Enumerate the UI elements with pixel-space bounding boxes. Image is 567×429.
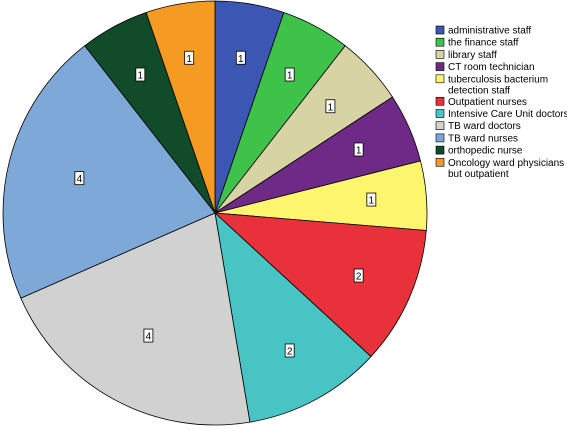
slice-value-label-box	[353, 142, 364, 157]
pie-data-labels: 1 1 1 1 1 2 2 4 4 1 1	[74, 50, 377, 358]
slice-value-label-8: 4	[143, 328, 154, 343]
slice-value-label-4: 1	[353, 142, 364, 157]
slice-value-label-box	[325, 99, 336, 114]
legend-item-3: library staff	[435, 50, 497, 61]
legend-label: TB ward nurses	[448, 133, 518, 144]
slice-value-label-text: 1	[356, 145, 362, 156]
pie-slice-7	[214, 211, 372, 423]
legend-swatch	[435, 37, 445, 47]
pie-slices	[2, 0, 428, 426]
legend-item-8: TB ward doctors	[435, 121, 521, 132]
slice-value-label-text: 1	[287, 71, 293, 82]
slice-value-label-6: 2	[353, 268, 364, 283]
legend-label: library staff	[448, 50, 497, 61]
slice-value-label-5: 1	[366, 192, 377, 207]
legend-swatch	[435, 25, 445, 35]
legend-item-2: the finance staff	[435, 37, 519, 49]
legend-label: tuberculosis bacterium	[448, 74, 548, 85]
pie-slice-6	[213, 212, 427, 358]
slice-value-label-box	[284, 343, 295, 358]
slice-value-label-text: 1	[328, 102, 334, 113]
slice-value-label-text: 2	[356, 272, 362, 283]
legend-label: orthopedic nurse	[448, 146, 523, 157]
slice-value-label-box	[74, 171, 85, 186]
slice-value-label-3: 1	[325, 99, 336, 114]
slice-value-label-9: 4	[74, 171, 85, 186]
legend-swatch	[435, 145, 445, 155]
slice-value-label-box	[235, 50, 246, 65]
legend-label: Outpatient nurses	[448, 97, 527, 108]
slice-value-label-1: 1	[235, 50, 246, 65]
slice-value-label-box	[184, 50, 195, 65]
legend-swatch	[435, 158, 445, 167]
legend-item-10: orthopedic nurse	[435, 145, 523, 157]
legend-swatch	[435, 50, 445, 59]
slice-value-label-box	[353, 268, 364, 283]
legend-swatch	[435, 133, 445, 143]
legend-item-9: TB ward nurses	[435, 133, 518, 144]
slice-value-label-text: 1	[186, 54, 192, 65]
legend-label: TB ward doctors	[448, 121, 521, 132]
legend-label: detection staff	[448, 86, 510, 97]
slice-value-label-text: 4	[146, 332, 152, 343]
slice-value-label-box	[366, 192, 377, 207]
legend-swatch	[435, 109, 445, 118]
slice-value-label-11: 1	[184, 50, 195, 65]
legend-item-4: CT room technician	[435, 62, 535, 73]
slice-value-label-box	[284, 67, 295, 82]
legend-label: Intensive Care Unit doctors	[448, 109, 567, 120]
pie-slice-9	[2, 45, 216, 299]
pie-slice-11	[145, 0, 216, 214]
slice-value-label-text: 4	[77, 174, 83, 185]
slice-value-label-text: 2	[287, 346, 293, 357]
legend-swatch	[435, 97, 445, 106]
pie-slice-8	[20, 212, 251, 426]
slice-value-label-text: 1	[238, 54, 244, 65]
slice-value-label-10: 1	[135, 67, 146, 82]
legend-swatch	[435, 62, 445, 71]
legend-item-1: administrative staff	[435, 25, 531, 37]
slice-value-label-text: 1	[369, 196, 375, 207]
slice-value-label-2: 1	[284, 67, 295, 82]
legend-item-6: Outpatient nurses	[435, 97, 527, 108]
legend-swatch	[435, 121, 445, 130]
slice-value-label-7: 2	[284, 343, 295, 358]
legend-item-7: Intensive Care Unit doctors	[435, 109, 567, 120]
legend-label: administrative staff	[448, 26, 531, 37]
legend-label: but outpatient	[448, 169, 509, 180]
legend-label: Oncology ward physicians	[448, 158, 564, 169]
slice-value-label-box	[135, 67, 146, 82]
slice-value-label-box	[143, 328, 154, 343]
slice-value-label-text: 1	[138, 71, 144, 82]
legend-label: CT room technician	[448, 62, 535, 73]
legend-label: the finance staff	[448, 38, 519, 49]
legend-swatch	[435, 74, 445, 84]
